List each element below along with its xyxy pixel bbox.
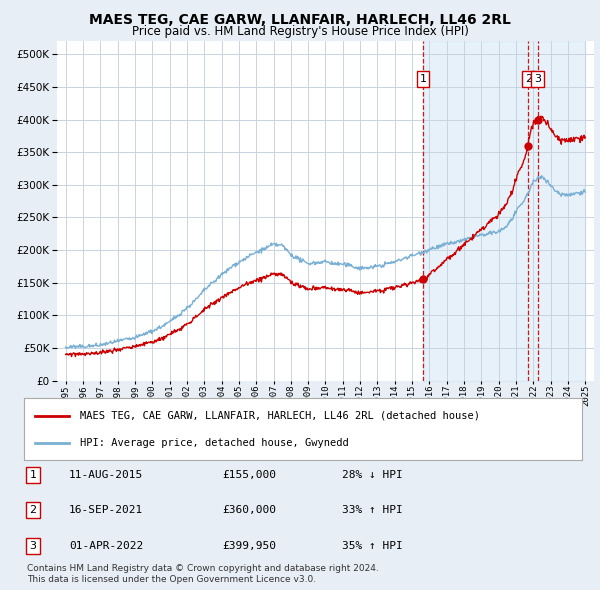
Text: This data is licensed under the Open Government Licence v3.0.: This data is licensed under the Open Gov… (27, 575, 316, 584)
Text: 11-AUG-2015: 11-AUG-2015 (69, 470, 143, 480)
Text: 35% ↑ HPI: 35% ↑ HPI (342, 541, 403, 550)
Text: 2: 2 (525, 74, 532, 84)
Text: Price paid vs. HM Land Registry's House Price Index (HPI): Price paid vs. HM Land Registry's House … (131, 25, 469, 38)
Text: MAES TEG, CAE GARW, LLANFAIR, HARLECH, LL46 2RL (detached house): MAES TEG, CAE GARW, LLANFAIR, HARLECH, L… (80, 411, 480, 421)
Text: 1: 1 (419, 74, 427, 84)
Text: 33% ↑ HPI: 33% ↑ HPI (342, 506, 403, 515)
Text: HPI: Average price, detached house, Gwynedd: HPI: Average price, detached house, Gwyn… (80, 438, 349, 448)
Text: 16-SEP-2021: 16-SEP-2021 (69, 506, 143, 515)
Text: 3: 3 (534, 74, 541, 84)
Text: 3: 3 (29, 541, 37, 550)
Text: 28% ↓ HPI: 28% ↓ HPI (342, 470, 403, 480)
Text: £155,000: £155,000 (222, 470, 276, 480)
Text: 2: 2 (29, 506, 37, 515)
Text: £399,950: £399,950 (222, 541, 276, 550)
Text: Contains HM Land Registry data © Crown copyright and database right 2024.: Contains HM Land Registry data © Crown c… (27, 565, 379, 573)
Text: £360,000: £360,000 (222, 506, 276, 515)
Text: 01-APR-2022: 01-APR-2022 (69, 541, 143, 550)
Text: 1: 1 (29, 470, 37, 480)
Text: MAES TEG, CAE GARW, LLANFAIR, HARLECH, LL46 2RL: MAES TEG, CAE GARW, LLANFAIR, HARLECH, L… (89, 13, 511, 27)
